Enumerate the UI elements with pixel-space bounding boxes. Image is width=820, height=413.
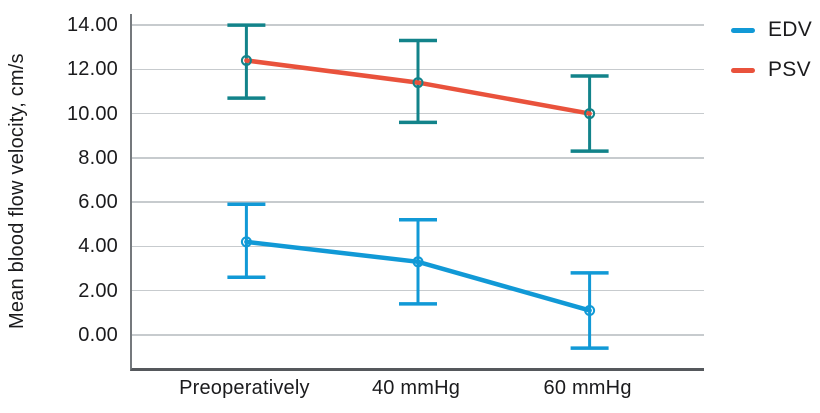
psv-marker — [412, 77, 424, 89]
series-canvas — [227, 23, 609, 350]
psv-marker — [584, 108, 596, 120]
legend-item-edv: EDV — [731, 15, 812, 45]
legend-label-psv: PSV — [768, 58, 811, 81]
y-tick-label: 12.00 — [66, 58, 118, 81]
legend: EDV PSV — [731, 15, 812, 95]
legend-item-psv: PSV — [731, 55, 812, 85]
psv-line-swatch — [731, 67, 755, 73]
edv-marker — [240, 236, 252, 248]
y-tick-label: 2.00 — [78, 279, 118, 302]
y-tick-label: 0.00 — [78, 323, 118, 346]
edv-marker — [584, 304, 596, 316]
edv-series — [227, 202, 609, 350]
x-tick-label: 40 mmHg — [371, 377, 461, 399]
legend-label-edv: EDV — [768, 18, 813, 41]
y-tick-label: 4.00 — [78, 235, 118, 258]
x-tick-label: Preoperatively — [179, 377, 310, 399]
psv-marker — [240, 54, 252, 66]
gridline — [132, 24, 704, 26]
gridline — [132, 201, 704, 203]
psv-series — [227, 23, 609, 153]
x-axis-labels: Preoperatively 40 mmHg 60 mmHg — [130, 377, 702, 407]
y-tick-label: 6.00 — [78, 191, 118, 214]
y-tick-label: 14.00 — [66, 14, 118, 37]
y-tick-label: 10.00 — [66, 102, 118, 125]
psv-line — [244, 58, 592, 116]
edv-marker — [412, 256, 424, 268]
edv-line-swatch — [731, 27, 755, 33]
edv-line — [244, 239, 592, 313]
gridline — [132, 157, 704, 159]
y-tick-label: 8.00 — [78, 146, 118, 169]
plot-area — [130, 14, 704, 371]
gridline — [132, 334, 704, 336]
x-tick-label: 60 mmHg — [543, 377, 632, 399]
